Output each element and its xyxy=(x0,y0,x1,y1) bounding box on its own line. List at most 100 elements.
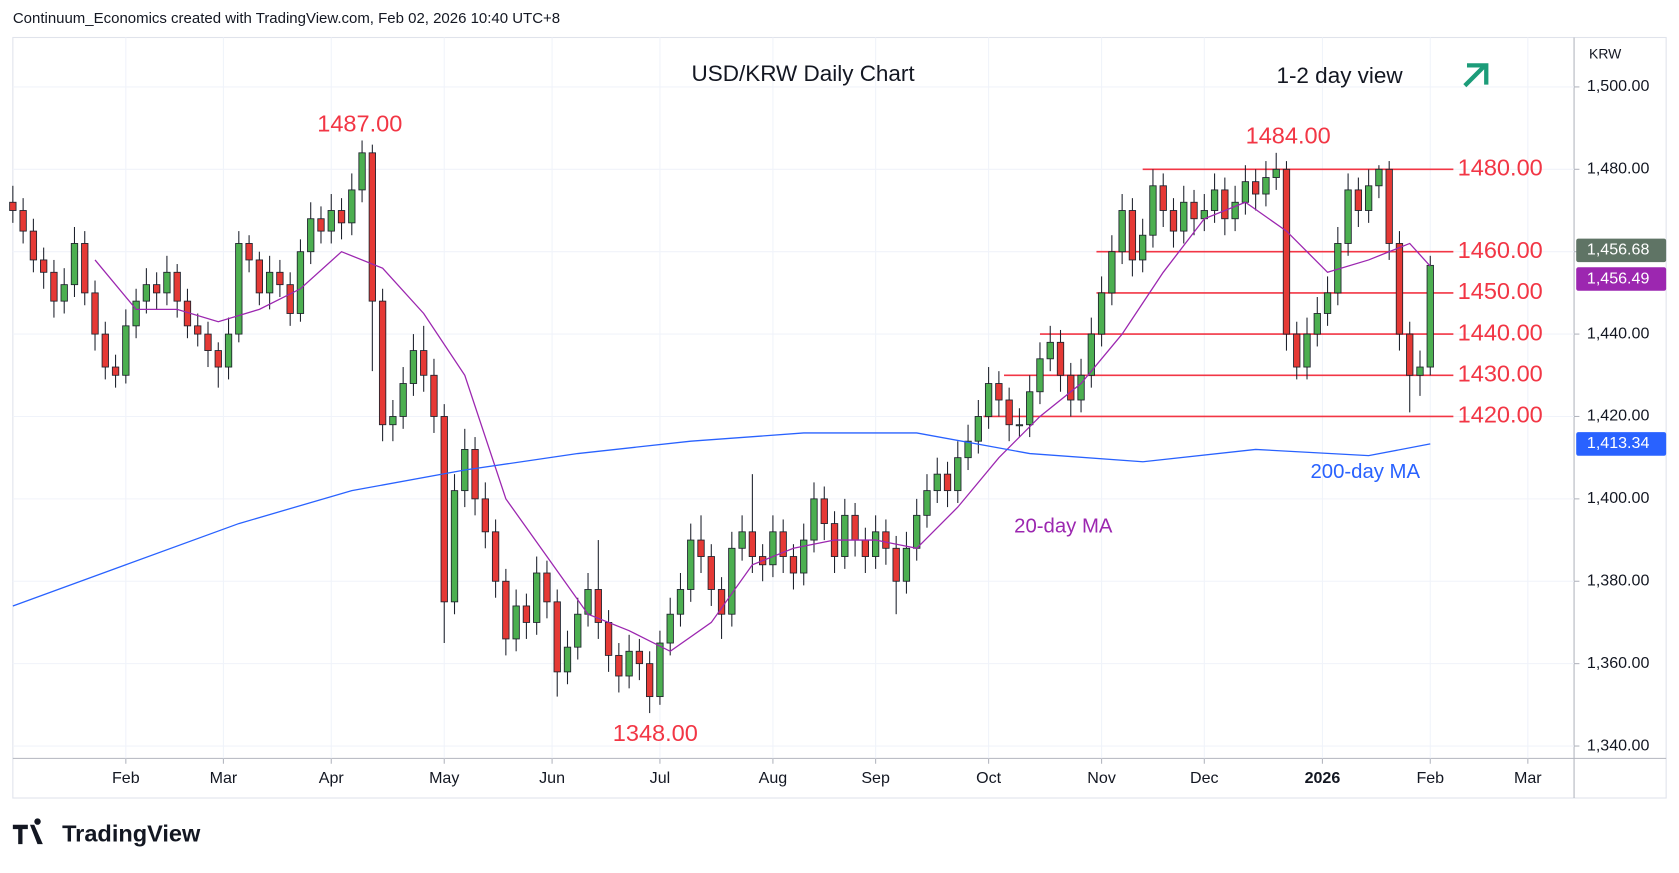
ma-line xyxy=(94,201,1431,653)
candle-body xyxy=(666,613,674,644)
candle-body xyxy=(1097,292,1106,335)
candle-body xyxy=(1108,251,1116,294)
candle-body xyxy=(1313,313,1321,335)
x-tick-label: Mar xyxy=(1514,769,1542,787)
candle-body xyxy=(255,259,263,294)
candle-body xyxy=(1375,168,1383,187)
candle-body xyxy=(1385,168,1393,244)
candle-body xyxy=(574,613,582,648)
candle-body xyxy=(235,243,243,335)
candle-body xyxy=(430,374,438,417)
candle-body xyxy=(111,366,120,376)
candle-body xyxy=(1149,185,1157,236)
candle-body xyxy=(533,572,541,623)
candle-body xyxy=(491,531,500,582)
candle-body xyxy=(676,589,685,615)
candle-body xyxy=(1180,201,1188,232)
x-tick-label: Oct xyxy=(976,769,1002,787)
candle-body xyxy=(1159,185,1167,211)
x-tick-label: Nov xyxy=(1087,769,1116,787)
candle-body xyxy=(50,271,58,302)
price-annotation: 1484.00 xyxy=(1246,122,1331,148)
candle-body xyxy=(224,333,233,368)
candle-body xyxy=(153,284,161,294)
candle-body xyxy=(19,210,27,232)
y-tick-label: 1,340.00 xyxy=(1587,736,1650,754)
candle-body xyxy=(409,350,418,384)
candle-body xyxy=(943,473,952,492)
candle-body xyxy=(142,284,151,302)
candle-body xyxy=(902,547,911,582)
candle-body xyxy=(9,201,17,211)
candle-body xyxy=(769,531,777,566)
plot xyxy=(9,140,1454,714)
candle-body xyxy=(378,300,387,426)
candle-body xyxy=(163,271,171,294)
candle-body xyxy=(204,333,212,351)
candle-body xyxy=(1252,181,1260,195)
candle-body xyxy=(91,292,99,335)
candle-body xyxy=(81,243,89,294)
candle-body xyxy=(1046,341,1054,360)
candle-body xyxy=(543,572,551,603)
x-tick-label: Feb xyxy=(112,769,140,787)
candle-body xyxy=(563,646,572,673)
candle-body xyxy=(1139,234,1147,261)
candle-body xyxy=(1210,189,1219,211)
candle-body xyxy=(738,531,746,549)
candle-body xyxy=(748,531,757,557)
level-label: 1420.00 xyxy=(1458,402,1543,428)
candle-body xyxy=(1262,177,1270,195)
candle-body xyxy=(276,271,284,286)
candle-body xyxy=(1416,366,1424,376)
price-annotation: 1348.00 xyxy=(613,720,698,746)
price-annotation: 1487.00 xyxy=(317,111,402,137)
candle-body xyxy=(348,189,356,224)
candle-body xyxy=(1221,189,1229,220)
y-tick-label: 1,420.00 xyxy=(1587,407,1650,425)
up-arrow xyxy=(1463,63,1489,88)
candle-body xyxy=(389,416,397,426)
candle-body xyxy=(1190,201,1198,220)
subtitle: 1-2 day view xyxy=(1276,63,1403,88)
candle-body xyxy=(1395,243,1404,335)
candle-body xyxy=(995,383,1003,401)
candle-body xyxy=(1056,341,1065,376)
candle-body xyxy=(122,325,130,376)
candle-body xyxy=(553,601,561,673)
candle-body xyxy=(337,210,346,224)
candle-body xyxy=(1303,333,1311,368)
candle-body xyxy=(1128,210,1137,261)
candle-body xyxy=(1323,292,1332,314)
candle-body xyxy=(1077,374,1085,401)
candle-body xyxy=(820,498,828,525)
price-label-box xyxy=(1576,432,1667,456)
candle-body xyxy=(1354,189,1363,211)
candle-body xyxy=(954,457,962,492)
candle-body xyxy=(286,284,294,314)
candle-body xyxy=(882,531,890,549)
candle-body xyxy=(132,300,140,327)
candle-body xyxy=(296,251,305,314)
candle-body xyxy=(615,654,623,677)
candle-body xyxy=(841,514,849,557)
candle-body xyxy=(1293,333,1301,368)
candle-body xyxy=(317,218,325,232)
candle-body xyxy=(522,605,531,623)
candle-body xyxy=(974,416,982,442)
candle-body xyxy=(481,498,489,533)
ma-label: 200-day MA xyxy=(1310,461,1420,483)
candle-body xyxy=(70,243,79,286)
candle-body xyxy=(604,622,613,656)
candle-body xyxy=(420,350,428,376)
frame xyxy=(12,36,1667,799)
x-tick-label: May xyxy=(429,769,459,787)
candle-body xyxy=(594,589,602,623)
level-label: 1480.00 xyxy=(1458,155,1543,181)
y-tick-label: 1,400.00 xyxy=(1587,489,1650,507)
candle-body xyxy=(625,650,633,677)
candle-body xyxy=(440,416,448,603)
candle-body xyxy=(101,333,109,368)
